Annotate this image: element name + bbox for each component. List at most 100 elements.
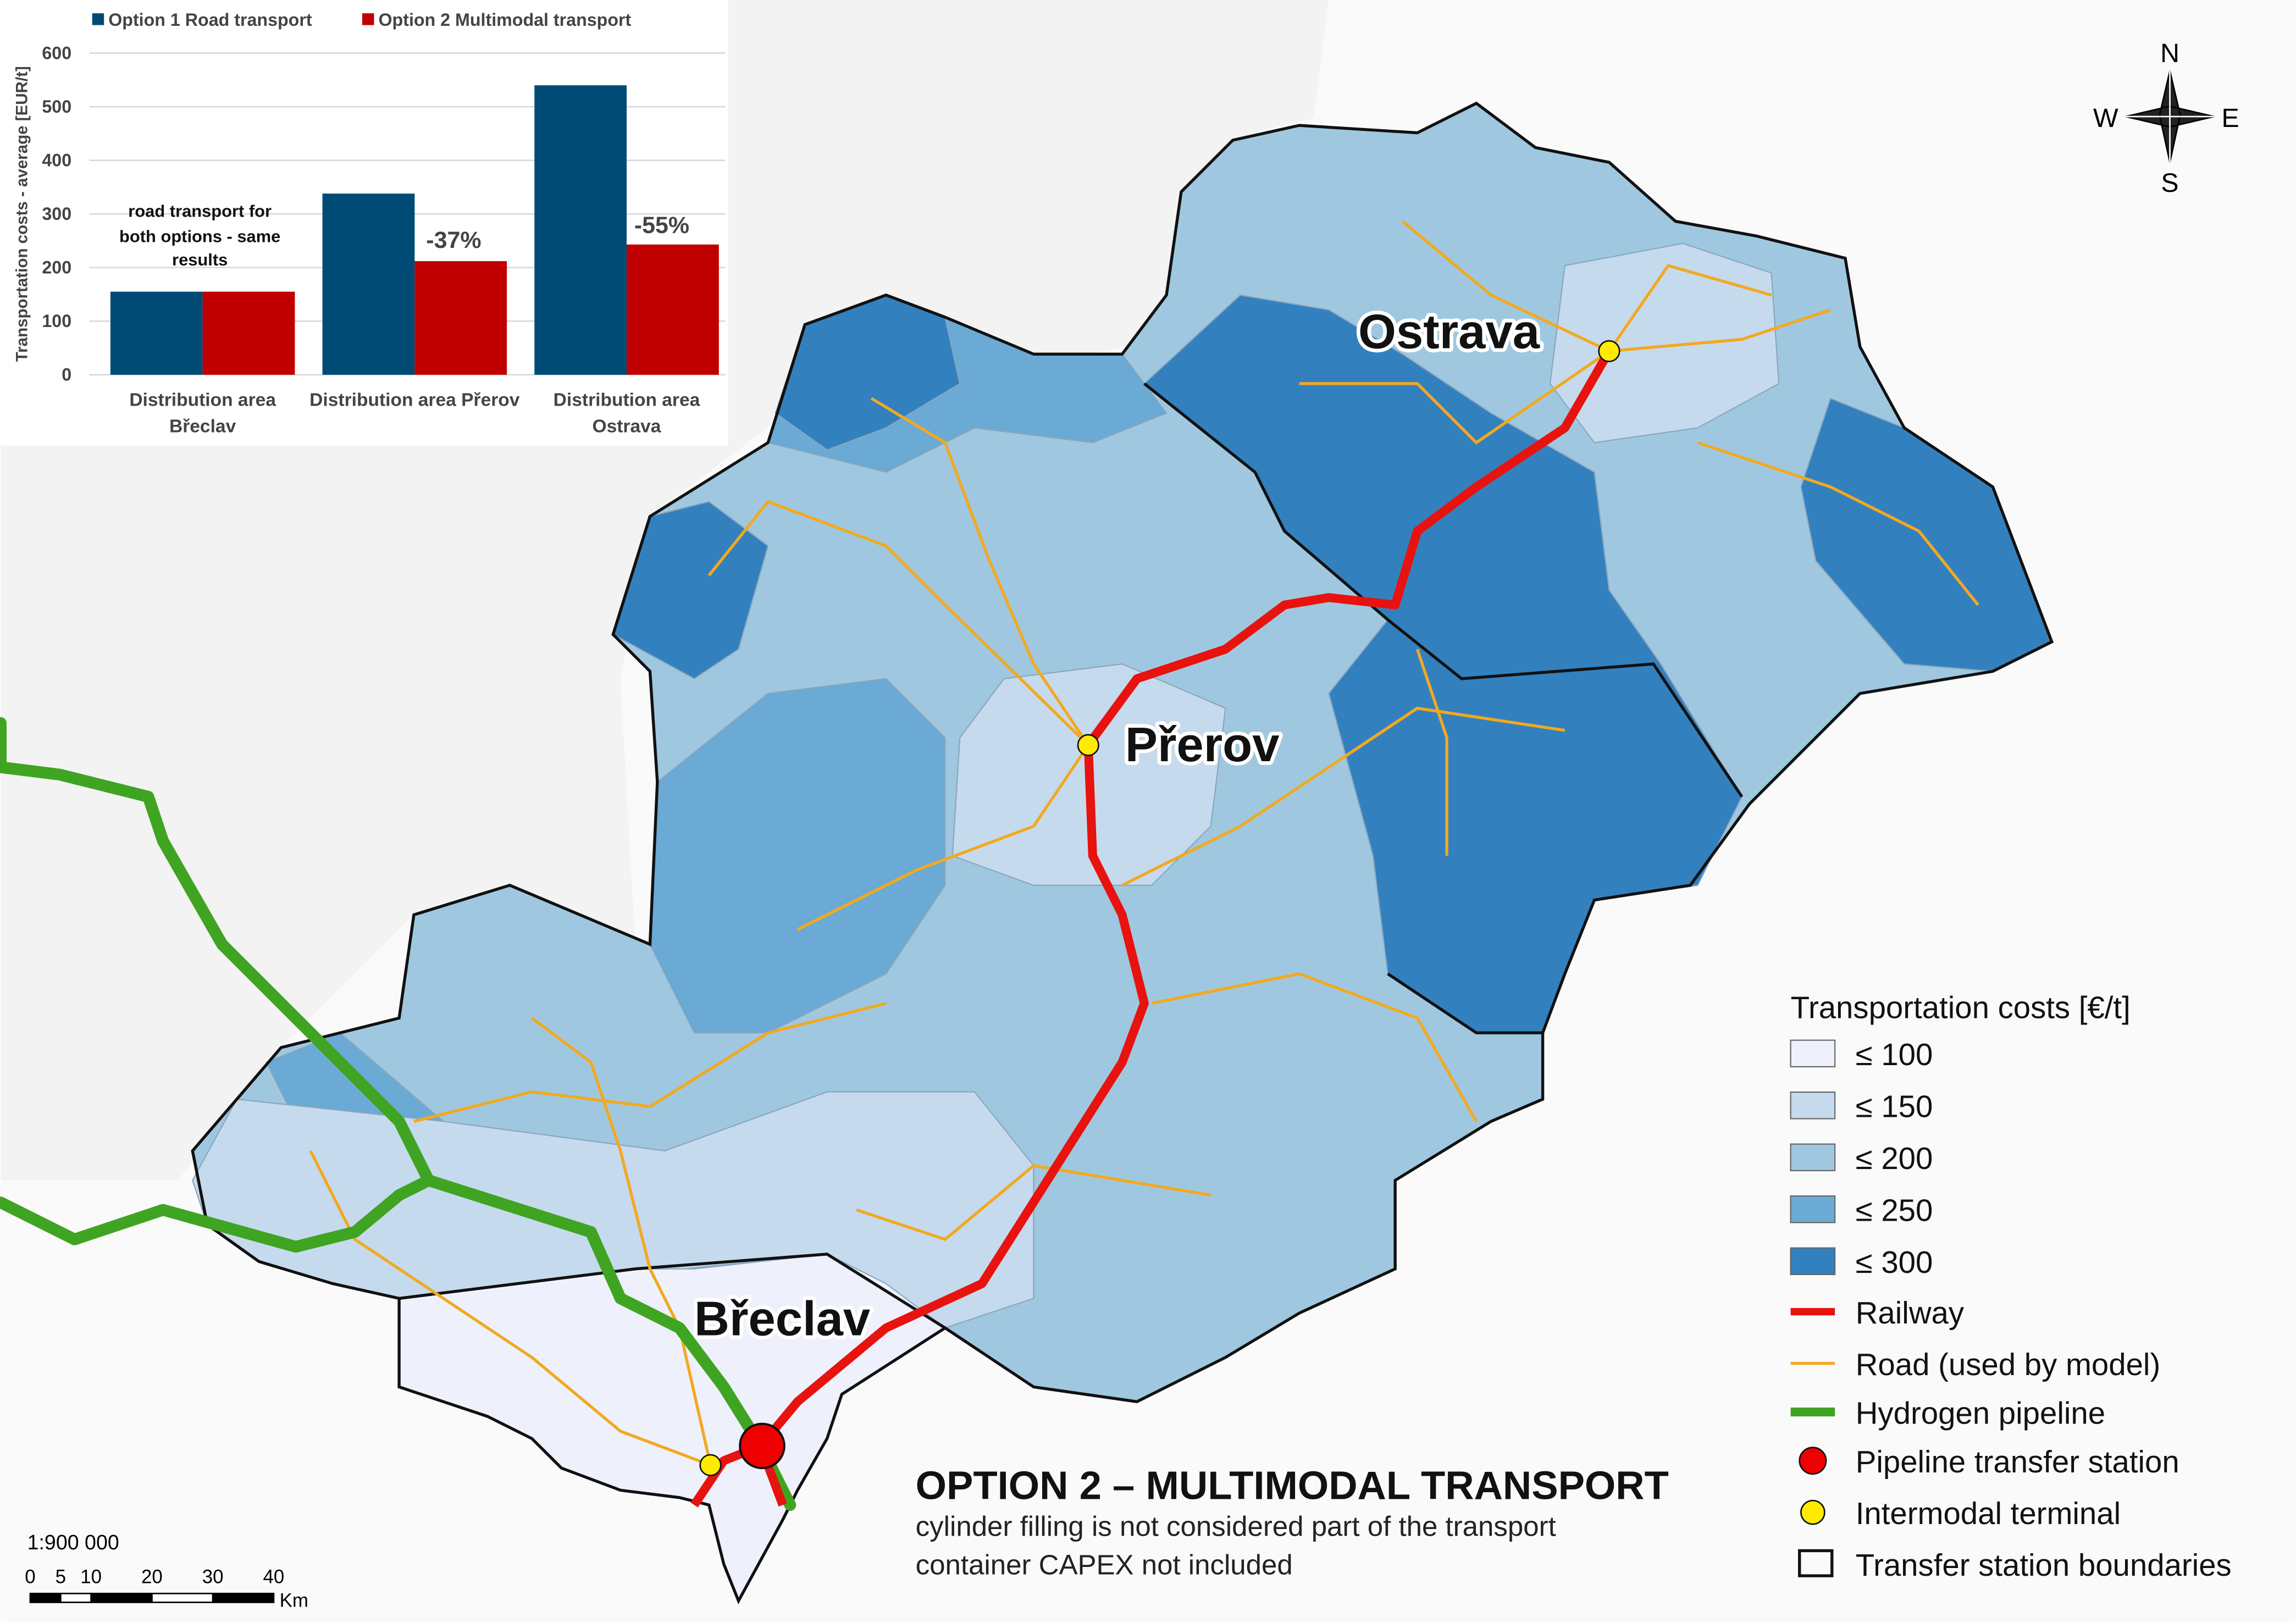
legend-symbol (1800, 1499, 1825, 1525)
annotation-box: road transport for both options - same r… (119, 203, 281, 271)
y-tick-label: 100 (42, 311, 71, 331)
road (1415, 649, 1448, 856)
legend-label: ≤ 300 (1856, 1245, 1933, 1279)
x-tick-label-box: Distribution area Ostrava (553, 389, 700, 437)
legend-label: ≤ 100 (1856, 1037, 1933, 1072)
map-note: cylinder filling is not considered part … (916, 1511, 1556, 1542)
boundary (399, 1253, 946, 1330)
map-title: OPTION 2 – MULTIMODAL TRANSPORT (916, 1463, 1669, 1508)
legend-symbol (1798, 1549, 1834, 1577)
compass-label: E (2222, 103, 2239, 133)
compass-label: N (2160, 38, 2179, 68)
scale-tick-label: 5 (56, 1566, 66, 1588)
pipeline-transfer-station (739, 1422, 785, 1470)
legend-symbol (1799, 1447, 1827, 1475)
intermodal-terminal (1598, 340, 1620, 363)
road (856, 1164, 1211, 1242)
legend: Transportation costs [€/t] ≤ 100 ≤ 150 ≤ 2… (1790, 990, 2232, 1582)
legend-label: Hydrogen pipeline (1856, 1396, 2105, 1431)
x-tick-label: Distribution area Přerov (309, 389, 520, 411)
region (1549, 242, 1780, 444)
scale-segment (151, 1592, 214, 1603)
map-note: container CAPEX not included (916, 1549, 1293, 1580)
road (1121, 706, 1565, 887)
compass-axis (2126, 70, 2215, 163)
scale-segment (29, 1592, 62, 1603)
legend-label: ≤ 250 (1856, 1193, 1933, 1228)
pipeline (0, 717, 796, 1511)
legend-swatch (1790, 1143, 1836, 1171)
bar-chart: 0 100 200 300 400 500 600 Transportation costs … (13, 10, 726, 437)
transfer-station-boundaries (191, 101, 2054, 1605)
legend-swatch (1790, 1195, 1836, 1223)
legend-label: Intermodal terminal (1856, 1496, 2121, 1531)
road (1299, 308, 1831, 445)
scale-tick-label: 0 (25, 1566, 35, 1588)
x-tick-label-box: Distribution area Břeclav (129, 389, 276, 437)
legend-swatch (1790, 1092, 1836, 1120)
city-label: Přerov (1125, 717, 1280, 772)
boundary (1143, 382, 1744, 798)
compass-label: S (2161, 168, 2178, 198)
compass: N E S W (2093, 38, 2239, 198)
legend-label: Option 2 Multimodal transport (379, 10, 632, 30)
road (1151, 972, 1478, 1122)
y-tick-label: 200 (42, 258, 71, 278)
legend-label: Transfer station boundaries (1856, 1548, 2232, 1582)
road (707, 500, 1089, 746)
pipeline (0, 1174, 435, 1253)
boundary (191, 101, 2054, 1605)
legend-swatch (92, 13, 104, 25)
legend-label: Option 1 Road transport (108, 10, 312, 30)
road (413, 1001, 887, 1123)
y-axis-label: Transportation costs - average [EUR/t] (13, 66, 31, 362)
scale-segment (212, 1592, 275, 1603)
y-tick-label: 400 (42, 150, 71, 170)
annotation: -55% (634, 212, 689, 239)
y-tick-label: 500 (42, 97, 71, 117)
bar (627, 244, 719, 375)
scale-tick-label: 20 (141, 1566, 163, 1588)
bar (322, 193, 415, 375)
scale-unit: Km (280, 1589, 308, 1611)
legend-label: Pipeline transfer station (1856, 1444, 2179, 1479)
bar (534, 85, 627, 375)
y-tick-label: 600 (42, 43, 71, 63)
x-tick-label: Distribution area Břeclav (129, 389, 276, 437)
intermodal-terminal (1077, 734, 1099, 756)
city-label: Ostrava (1358, 304, 1540, 359)
road (870, 397, 1090, 746)
scale-segment (59, 1592, 92, 1603)
x-tick-label: Distribution area Ostrava (553, 389, 700, 437)
city-label: Břeclav (694, 1292, 870, 1346)
compass-label: W (2093, 103, 2118, 133)
legend-swatch (362, 13, 374, 25)
road (531, 1017, 712, 1466)
x-tick-label-box: Distribution area Přerov (309, 389, 520, 411)
bar (202, 291, 295, 375)
annotation: -37% (426, 227, 481, 253)
legend-swatch (1790, 1247, 1836, 1275)
roads (309, 220, 1979, 1467)
region (649, 678, 946, 1034)
legend-label: ≤ 150 (1856, 1089, 1933, 1124)
y-tick-label: 300 (42, 204, 71, 224)
road (796, 744, 1090, 931)
road (1697, 441, 1979, 606)
legend-title: Transportation costs [€/t] (1791, 990, 2131, 1024)
annotation: road transport for both options - same r… (119, 203, 281, 271)
hydrogen-pipeline (0, 717, 796, 1511)
scale-tick-label: 30 (202, 1566, 224, 1588)
legend-label: Road (used by model) (1856, 1347, 2161, 1382)
scale-ratio: 1:900 000 (27, 1531, 119, 1554)
scale-tick-label: 10 (80, 1566, 102, 1588)
legend-swatch (1790, 1039, 1836, 1068)
y-tick-label: 0 (62, 365, 71, 385)
boundary (1387, 972, 1543, 1034)
bar (110, 291, 203, 375)
scale-tick-label: 40 (263, 1566, 285, 1588)
scale-segment (90, 1592, 153, 1603)
